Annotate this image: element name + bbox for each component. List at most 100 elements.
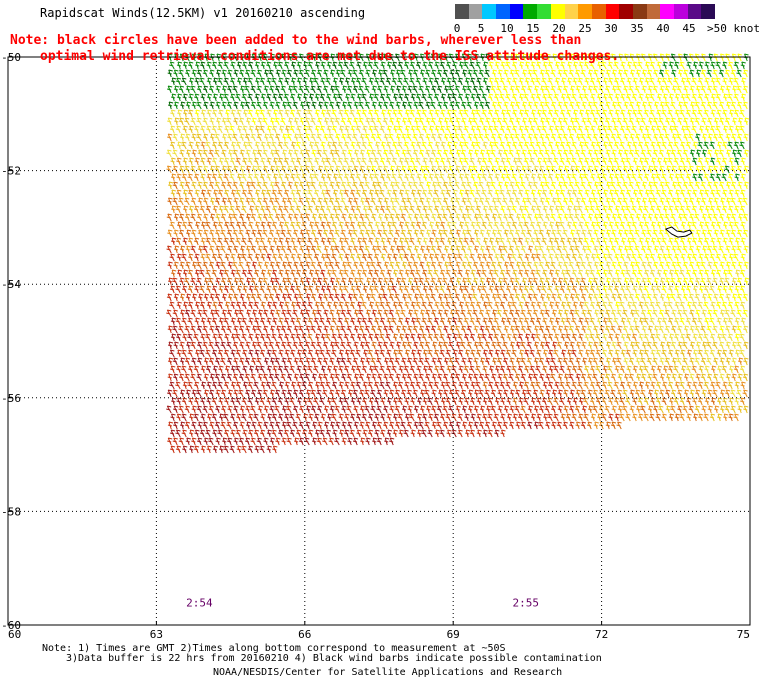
wind-barb [343, 285, 349, 294]
wind-barb [290, 221, 296, 230]
wind-barb [239, 341, 245, 350]
wind-barb [722, 285, 728, 294]
wind-barb [742, 69, 748, 78]
wind-barb [518, 301, 524, 310]
wind-barb [479, 245, 486, 254]
wind-barb [583, 141, 589, 150]
wind-barb [476, 173, 482, 182]
wind-barb [668, 237, 674, 246]
wind-barb [627, 237, 633, 246]
wind-barb [574, 405, 581, 414]
wind-barb [270, 149, 276, 158]
wind-barb [361, 301, 367, 310]
wind-barb [491, 421, 497, 430]
wind-barb [520, 421, 526, 430]
wind-barb [491, 293, 498, 302]
wind-barb [242, 285, 248, 294]
wind-barb [440, 381, 446, 390]
wind-barb [320, 285, 327, 294]
wind-barb [377, 373, 383, 382]
wind-barb [542, 349, 549, 358]
wind-barb [436, 149, 442, 158]
wind-barb [281, 357, 287, 366]
wind-barb [668, 349, 674, 358]
wind-barb [530, 77, 536, 86]
wind-barb [427, 397, 433, 406]
wind-barb [383, 277, 389, 286]
wind-barb [299, 261, 305, 270]
wind-barb [455, 149, 462, 158]
wind-barb [583, 413, 589, 422]
wind-barb [266, 285, 272, 294]
wind-barb [214, 309, 220, 318]
wind-barb [706, 373, 713, 382]
wind-barb [620, 333, 626, 342]
wind-barb [218, 93, 225, 102]
wind-barb [442, 373, 449, 382]
wind-barb [722, 93, 729, 102]
wind-barb [205, 205, 211, 214]
wind-barb [484, 373, 490, 382]
wind-barb [514, 229, 521, 238]
island-shape [664, 226, 693, 238]
wind-barb [744, 277, 750, 286]
wind-barb [236, 77, 243, 86]
wind-barb [416, 141, 422, 150]
wind-barb [286, 293, 293, 302]
wind-barb [408, 69, 414, 78]
wind-barb [310, 133, 316, 142]
wind-barb [643, 285, 649, 294]
wind-barb [559, 285, 566, 294]
wind-barb [523, 157, 529, 166]
wind-barb [518, 205, 525, 214]
wind-barb [211, 285, 218, 294]
wind-barb [305, 357, 311, 366]
wind-barb [365, 165, 372, 174]
wind-barb [446, 109, 452, 118]
wind-barb [187, 221, 193, 230]
wind-barb [627, 301, 633, 310]
wind-barb [646, 261, 653, 270]
wind-barb [724, 69, 730, 78]
wind-barb [686, 413, 692, 422]
wind-barb [619, 301, 625, 310]
wind-barb [577, 365, 583, 374]
wind-barb [170, 189, 176, 198]
wind-barb [395, 117, 401, 126]
wind-barb [550, 101, 557, 110]
wind-barb [637, 109, 643, 118]
wind-barb [478, 133, 484, 142]
wind-barb [257, 245, 263, 254]
wind-barb [709, 413, 716, 422]
wind-barb [262, 101, 268, 110]
wind-barb [497, 133, 503, 142]
wind-barb [568, 373, 574, 382]
wind-barb [260, 205, 266, 214]
wind-barb [230, 365, 237, 374]
wind-barb [404, 93, 410, 102]
wind-barb [415, 221, 422, 230]
wind-barb [203, 437, 209, 446]
wind-barb [393, 397, 399, 406]
wind-barb [420, 389, 426, 398]
wind-barb [427, 301, 433, 310]
wind-barb [440, 141, 446, 150]
wind-barb [414, 117, 420, 126]
wind-barb [241, 253, 247, 262]
wind-barb [385, 173, 392, 182]
wind-barb [476, 413, 482, 422]
wind-barb [608, 397, 614, 406]
wind-barb [614, 413, 620, 422]
wind-barb [370, 149, 377, 158]
wind-barb [674, 173, 680, 182]
wind-barb [269, 405, 275, 414]
wind-barb [332, 93, 338, 102]
wind-barb [580, 389, 586, 398]
wind-barb [410, 301, 416, 310]
wind-barb [512, 381, 518, 390]
wind-barb [553, 237, 560, 246]
wind-barb [584, 317, 590, 326]
wind-barb [662, 381, 668, 390]
wind-barb [350, 333, 356, 342]
wind-barb [456, 277, 462, 286]
